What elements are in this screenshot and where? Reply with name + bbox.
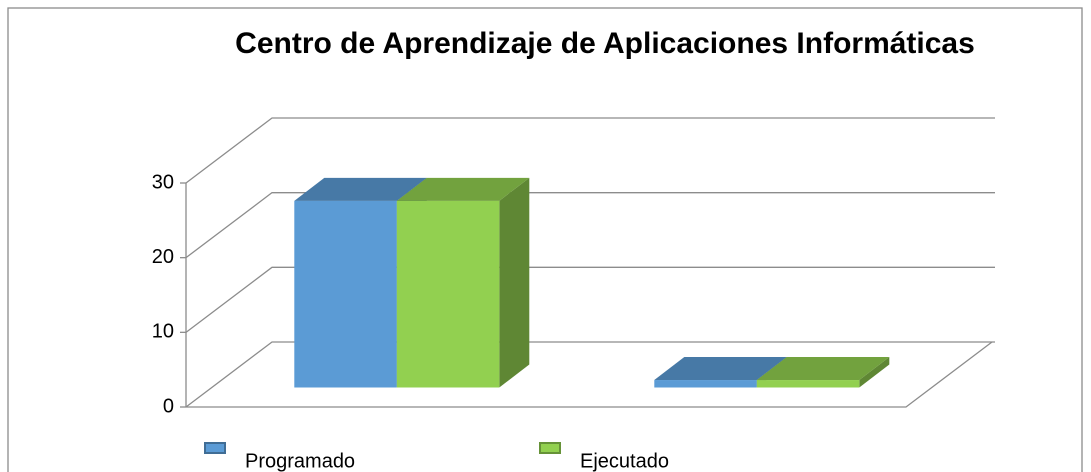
bar (396, 200, 500, 388)
bar-side (499, 177, 530, 388)
y-tick-label: 20 (152, 246, 174, 268)
legend-swatch (539, 442, 561, 454)
legend-label: Ejecutado (580, 450, 669, 472)
y-tick-label: 30 (152, 171, 174, 193)
bar-top (396, 177, 530, 201)
grid-line (185, 341, 995, 408)
y-tick-label: 10 (152, 321, 174, 343)
y-tick-label: 0 (163, 395, 174, 417)
bar (756, 380, 860, 388)
grid-line (185, 266, 995, 333)
bar-top (294, 177, 427, 201)
bar (654, 380, 757, 388)
chart-title: Centro de Aprendizaje de Aplicaciones In… (235, 27, 975, 60)
grid-line (185, 117, 995, 184)
legend-swatch (204, 442, 226, 454)
chart-border (7, 7, 1083, 472)
bar-top (654, 357, 787, 381)
legend-label: Programado (245, 450, 355, 472)
bar-top (756, 357, 890, 381)
floor (186, 341, 993, 408)
bar (294, 200, 397, 388)
grid-line (185, 192, 995, 259)
bar-side (859, 357, 890, 388)
